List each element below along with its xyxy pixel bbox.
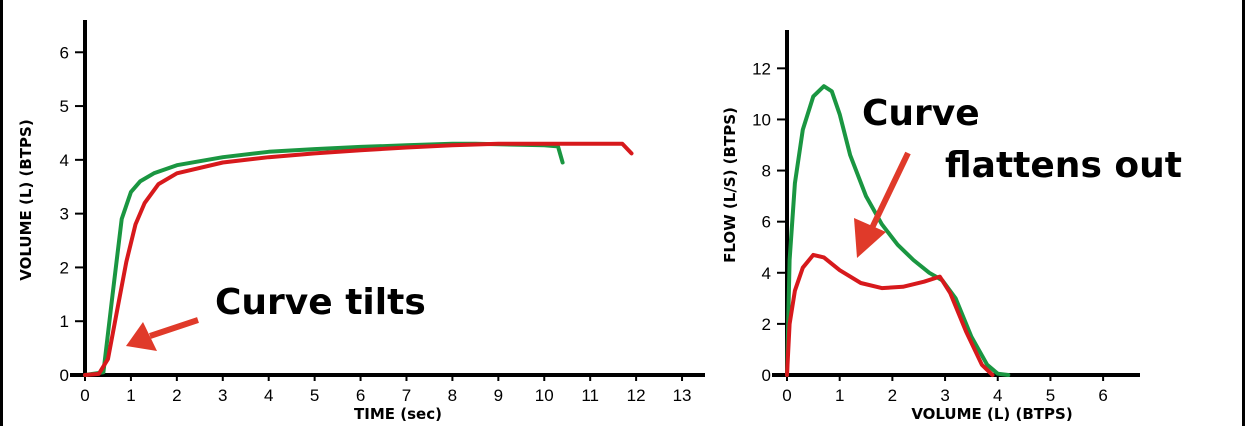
left-x-tick-label: 8: [448, 386, 457, 405]
right-x-ticks: 0 1 2 3 4 5 6: [782, 375, 1108, 405]
right-y-tick-label: 2: [762, 315, 771, 334]
left-x-tick-label: 11: [581, 386, 599, 405]
right-x-tick-label: 5: [1046, 386, 1055, 405]
left-series-lines: [83, 141, 634, 377]
left-x-tick-label: 12: [627, 386, 646, 405]
left-x-tick-label: 5: [310, 386, 319, 405]
right-arrow: [854, 151, 911, 258]
right-y-tick-label: 8: [762, 162, 771, 181]
left-x-tick-label: 9: [494, 386, 503, 405]
left-y-tick-label: 2: [60, 258, 69, 277]
right-y-tick-label: 0: [762, 366, 771, 385]
right-y-axis-title: FLOW (L/S) (BTPS): [721, 107, 739, 263]
left-x-tick-label: 0: [80, 386, 89, 405]
left-y-tick-label: 3: [60, 205, 69, 224]
left-x-tick-label: 13: [673, 386, 692, 405]
left-x-ticks: 0 1 2 3 4 5 6 7 8 9 10 11 12 13: [80, 375, 691, 405]
right-x-tick-label: 4: [993, 386, 1002, 405]
right-x-tick-label: 3: [940, 386, 949, 405]
right-x-tick-label: 2: [888, 386, 897, 405]
left-y-ticks: 0 1 2 3 4 5 6: [60, 43, 85, 385]
right-series-lines: [785, 84, 1011, 377]
left-y-tick-label: 1: [60, 312, 69, 331]
left-y-tick-label: 6: [60, 43, 69, 62]
left-x-tick-label: 4: [264, 386, 273, 405]
left-arrow-shaft: [149, 317, 199, 339]
annotation-curve-tilts: Curve tilts: [215, 282, 426, 323]
right-y-tick-label: 12: [752, 59, 771, 78]
right-arrow-shaft: [869, 151, 911, 230]
right-y-tick-label: 6: [762, 213, 771, 232]
right-series-line-green: [785, 84, 1011, 377]
left-arrow-head: [126, 322, 157, 351]
left-x-axis-title: TIME (sec): [354, 405, 442, 423]
left-x-tick-label: 7: [402, 386, 411, 405]
right-y-ticks: 0 2 4 6 8 10 12: [752, 59, 787, 385]
left-series-line-green: [83, 141, 565, 377]
right-x-tick-label: 6: [1098, 386, 1107, 405]
left-x-tick-label: 6: [356, 386, 365, 405]
left-y-tick-label: 4: [60, 151, 69, 170]
right-y-tick-label: 10: [752, 110, 771, 129]
annotation-flattens-out: flattens out: [945, 145, 1182, 186]
right-x-tick-label: 0: [782, 386, 791, 405]
right-x-tick-label: 1: [835, 386, 844, 405]
annotation-curve: Curve: [862, 93, 980, 134]
left-y-tick-label: 0: [60, 366, 69, 385]
left-y-axis-title: VOLUME (L) (BTPS): [17, 119, 35, 280]
left-x-tick-label: 3: [218, 386, 227, 405]
right-arrow-head: [854, 218, 886, 258]
right-x-axis-title: VOLUME (L) (BTPS): [911, 405, 1072, 423]
right-y-tick-label: 4: [762, 264, 771, 283]
left-series-line-red: [83, 141, 634, 377]
left-x-tick-label: 1: [126, 386, 135, 405]
left-x-tick-label: 2: [172, 386, 181, 405]
right-series-line-red: [785, 252, 995, 377]
left-x-tick-label: 10: [535, 386, 554, 405]
left-arrow: [126, 317, 199, 351]
left-y-tick-label: 5: [60, 97, 69, 116]
